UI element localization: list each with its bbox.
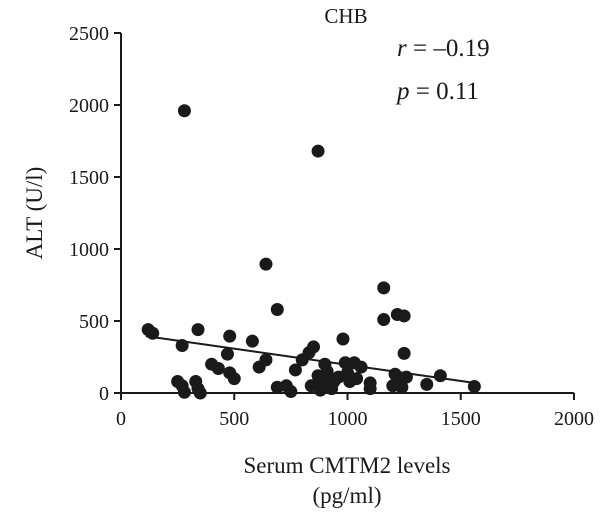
p-value: = 0.11: [410, 78, 479, 105]
data-point: [211, 362, 225, 376]
data-point: [245, 334, 259, 348]
data-point: [146, 326, 160, 340]
data-point: [191, 323, 205, 337]
data-point: [307, 340, 321, 354]
y-tick-label: 500: [79, 311, 109, 333]
data-point: [311, 144, 325, 158]
data-point: [399, 370, 413, 384]
data-point: [175, 338, 189, 352]
data-point: [223, 329, 237, 343]
y-tick-label: 0: [99, 383, 109, 405]
data-point: [420, 377, 434, 391]
data-point: [377, 281, 391, 295]
data-point: [363, 382, 377, 396]
y-axis-title: ALT (U/l): [22, 167, 47, 260]
data-point: [377, 313, 391, 327]
r-annotation: r = –0.19: [397, 35, 490, 62]
data-point: [270, 302, 284, 316]
y-tick-label: 2000: [69, 95, 109, 117]
x-axis-title-line1: Serum CMTM2 levels: [244, 453, 451, 478]
data-point: [397, 346, 411, 360]
data-point: [433, 369, 447, 383]
x-tick-label: 1000: [328, 408, 368, 430]
data-point: [288, 363, 302, 377]
data-point: [467, 380, 481, 394]
p-symbol: p: [395, 78, 410, 105]
data-point: [284, 385, 298, 399]
data-point: [395, 380, 409, 394]
data-point: [193, 386, 207, 400]
y-tick-label: 1000: [69, 239, 109, 261]
x-axis-ticks: 0 500 1000 1500 2000: [116, 393, 594, 430]
data-point: [259, 257, 273, 271]
data-point: [259, 353, 273, 367]
x-tick-label: 2000: [554, 408, 594, 430]
data-point: [397, 309, 411, 323]
y-tick-label: 2500: [69, 23, 109, 45]
data-points: [141, 104, 481, 400]
data-point: [354, 360, 368, 374]
data-point: [227, 372, 241, 386]
p-annotation: p = 0.11: [395, 78, 479, 105]
x-tick-label: 0: [116, 408, 126, 430]
chart-title: CHB: [324, 4, 367, 28]
data-point: [177, 385, 191, 399]
r-value: = –0.19: [407, 35, 490, 62]
data-point: [177, 104, 191, 118]
x-axis-title-line2: (pg/ml): [313, 483, 382, 508]
x-tick-label: 500: [219, 408, 249, 430]
data-point: [338, 356, 352, 370]
data-point: [350, 372, 364, 386]
r-symbol: r: [397, 35, 407, 62]
data-point: [336, 332, 350, 346]
data-point: [220, 347, 234, 361]
x-tick-label: 1500: [441, 408, 481, 430]
y-axis-ticks: 0 500 1000 1500 2000 2500: [69, 23, 121, 405]
trend-line: [145, 335, 475, 384]
y-tick-label: 1500: [69, 167, 109, 189]
